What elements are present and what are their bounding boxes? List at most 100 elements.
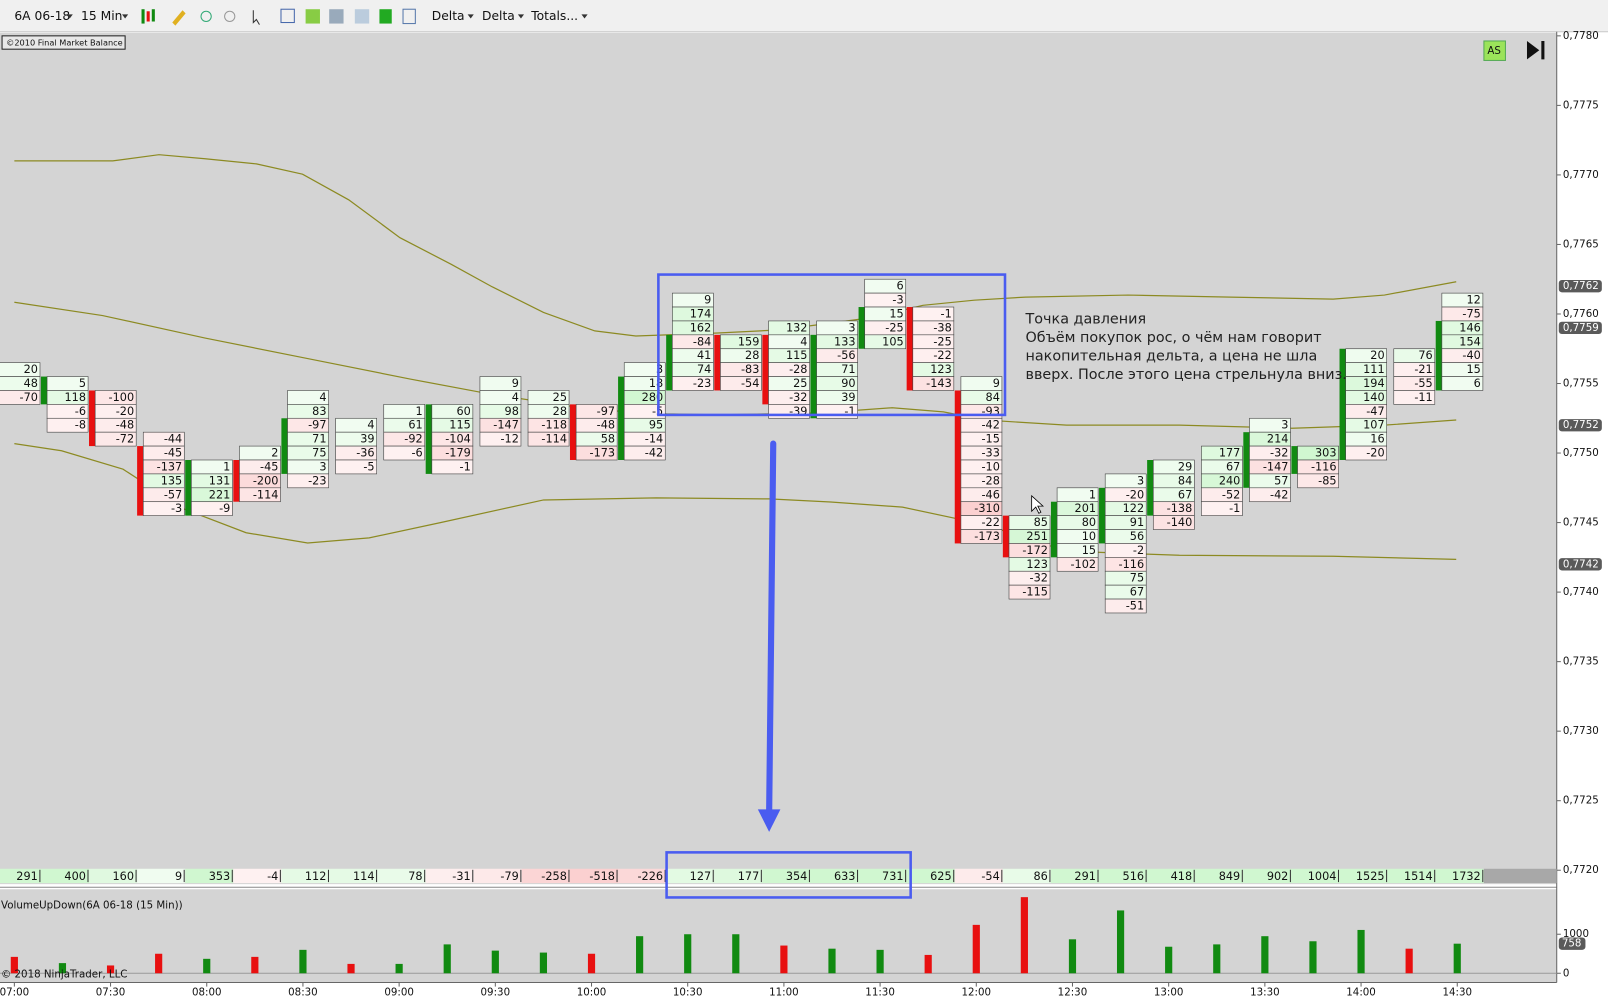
footprint-value: -118: [541, 419, 567, 432]
footprint-value: -138: [1167, 502, 1193, 515]
footprint-value: 39: [841, 391, 855, 404]
total-cell: [281, 868, 330, 884]
total-value: 633: [834, 870, 856, 883]
price-marker: [1558, 321, 1602, 335]
x-tick-label: 14:30: [1442, 987, 1472, 999]
candle-body: [40, 376, 48, 405]
footprint-value: -12: [500, 433, 518, 446]
footprint-value: 154: [1459, 335, 1481, 348]
footprint-value: 76: [1418, 349, 1432, 362]
total-cell: [1050, 868, 1100, 884]
footprint-value: -48: [597, 419, 615, 432]
footprint-cell: [1104, 598, 1147, 614]
footprint-value: 107: [1363, 419, 1385, 432]
total-value: 112: [305, 870, 327, 883]
toolbar-icons[interactable]: [141, 8, 416, 26]
footprint-value: 9: [512, 377, 519, 390]
footprint-value: 123: [930, 363, 952, 376]
footprint-value: 251: [1026, 530, 1048, 543]
footprint-value: -25: [933, 335, 951, 348]
footprint-cell: [46, 417, 89, 433]
y-tick-label: 0,7745: [1563, 517, 1599, 529]
footprint-value: -114: [541, 433, 567, 446]
footprint-cell: [864, 334, 907, 350]
volume-bar: [395, 963, 403, 974]
total-cell: [1291, 868, 1340, 884]
footprint-cell: [527, 431, 570, 447]
price-marker-label: 0,7759: [1563, 322, 1599, 334]
footprint-value: -116: [1119, 558, 1145, 571]
total-cell: [329, 868, 378, 884]
footprint-value: -11: [1414, 391, 1432, 404]
volume-bar: [636, 936, 644, 974]
total-cell: [858, 868, 907, 884]
volume-bar: [1405, 948, 1413, 974]
footprint-value: -14: [645, 433, 663, 446]
footprint-value: -32: [789, 391, 807, 404]
footprint-value: -179: [445, 447, 471, 460]
annotation-title: Точка давления: [1025, 312, 1147, 328]
badge-box[interactable]: [1483, 40, 1506, 61]
footprint-value: 15: [1082, 544, 1096, 557]
badge[interactable]: AS: [1487, 45, 1501, 57]
footprint-value: 85: [1034, 516, 1048, 529]
volume-bar: [924, 954, 932, 974]
volume-bar: [203, 958, 211, 974]
total-cell: [1099, 868, 1148, 884]
footprint-value: -85: [1318, 474, 1336, 487]
footprint-value: -32: [1270, 447, 1288, 460]
candle-body: [1147, 459, 1154, 516]
footprint-value: -23: [308, 474, 326, 487]
instrument-selector[interactable]: 6A 06-18: [14, 9, 70, 23]
volume-panel: [0, 889, 1557, 983]
x-tick-label: 10:30: [673, 987, 703, 999]
x-tick-label: 09:00: [384, 987, 414, 999]
total-cell: [1147, 868, 1196, 884]
total-value: 731: [882, 870, 904, 883]
footprint-value: -1: [1229, 502, 1240, 515]
footprint-cell: [335, 459, 377, 475]
footprint-cell: [1441, 376, 1484, 391]
footprint-value: -42: [645, 447, 663, 460]
footprint-value: 9: [704, 294, 711, 307]
mouse-cursor: [1031, 494, 1045, 514]
arrow: [766, 440, 777, 818]
menu-delta[interactable]: Delta: [482, 9, 515, 23]
dropdown-arrow: [66, 14, 73, 19]
footprint-value: 105: [882, 335, 904, 348]
period-selector[interactable]: 15 Min: [81, 9, 122, 23]
scroll-end-button[interactable]: [1526, 40, 1545, 60]
footprint-value: -9: [219, 502, 230, 515]
footprint-value: 132: [786, 321, 808, 334]
volume-bar: [828, 948, 836, 974]
total-cell: [569, 868, 619, 884]
menu-totals[interactable]: Totals...: [530, 9, 578, 23]
candle-body: [425, 404, 432, 474]
footprint-cell: [287, 473, 329, 489]
total-value: 353: [209, 870, 231, 883]
footprint-value: -1: [844, 405, 855, 418]
footprint-value: 58: [601, 433, 615, 446]
footprint-value: -173: [974, 530, 1000, 543]
candle-body: [569, 404, 577, 460]
footprint-value: 4: [367, 419, 374, 432]
footprint-cell: [383, 445, 426, 461]
footprint-value: 10: [1082, 530, 1096, 543]
footprint-cell: [1056, 557, 1099, 572]
total-cell: [906, 868, 955, 884]
footprint-value: 133: [834, 335, 856, 348]
menu-delta[interactable]: Delta: [432, 9, 465, 23]
y-tick-label: 0,7725: [1563, 795, 1599, 807]
footprint-value: 67: [1178, 488, 1192, 501]
volume-bar: [1213, 944, 1221, 974]
footprint-value: 84: [986, 391, 1000, 404]
footprint-value: 41: [697, 349, 711, 362]
total-value: 1732: [1452, 870, 1481, 883]
volume-bar: [155, 953, 163, 974]
footprint-value: -2: [1133, 544, 1144, 557]
footprint-value: -172: [1022, 544, 1048, 557]
candle-body: [618, 376, 625, 460]
total-value: -518: [589, 870, 615, 883]
footprint-value: 28: [553, 405, 567, 418]
volume-bar: [106, 965, 115, 974]
